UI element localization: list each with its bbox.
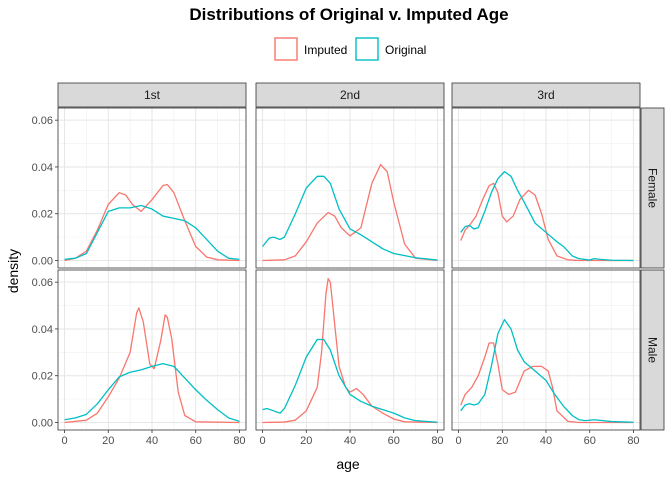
legend-label-imputed: Imputed [304,43,347,57]
strip-col-2nd: 2nd [255,82,445,108]
panel-3rd-male: 0 20 40 60 80 [451,269,641,447]
y-tick-label: 0.06 [32,115,53,127]
strip-col-label: 3rd [537,88,554,102]
x-tick-label: 80 [233,435,245,447]
strip-col-bg [57,82,247,108]
panel-border [57,107,247,269]
strip-row-bg [640,107,665,269]
y-axis-title: density [5,249,21,293]
density-line-original [262,175,438,261]
legend-item-imputed[interactable]: Imputed [274,37,347,61]
density-line-original [64,362,240,422]
strip-col-3rd: 3rd [451,82,641,108]
x-tick-label: 80 [627,435,639,447]
density-line-original [460,318,634,423]
y-tick-label: 0.00 [32,418,53,430]
y-tick-label: 0.04 [32,324,53,336]
y-tick-label: 0.06 [32,277,53,289]
chart-title: Distributions of Original v. Imputed Age [189,5,508,24]
x-tick-label: 60 [190,435,202,447]
strip-row-label: Male [646,337,660,363]
strip-col-bg [255,82,445,108]
y-tick-label: 0.04 [32,162,53,174]
density-line-imputed [64,307,240,424]
y-tick-label: 0.02 [32,371,53,383]
x-tick-label: 0 [259,435,265,447]
density-line-original [460,170,634,262]
x-tick-label: 20 [300,435,312,447]
x-tick-label: 0 [455,435,461,447]
x-tick-label: 40 [146,435,158,447]
x-tick-label: 80 [431,435,443,447]
strip-row-male: Male [640,269,665,431]
panel-border [255,107,445,269]
legend-key-imputed [274,37,298,61]
panel-1st-female: 0.00 0.02 0.04 0.06 [32,107,247,269]
panel-3rd-female [451,107,641,269]
legend-label-original: Original [385,43,426,57]
y-tick-label: 0.00 [32,256,53,268]
strip-row-label: Female [646,168,660,208]
density-line-imputed [460,342,634,424]
panel-2nd-female [255,107,445,269]
legend: Imputed Original [274,37,426,61]
density-line-imputed [262,278,438,424]
density-line-imputed [262,163,438,262]
strip-col-label: 2nd [340,88,360,102]
strip-row-bg [640,269,665,431]
x-tick-label: 60 [584,435,596,447]
density-line-original [64,204,240,260]
density-line-imputed [460,182,634,262]
x-tick-label: 0 [61,435,67,447]
strip-col-bg [451,82,641,108]
x-tick-label: 20 [102,435,114,447]
y-tick-label: 0.02 [32,209,53,221]
x-tick-label: 20 [496,435,508,447]
panel-2nd-male: 0 20 40 60 80 [255,269,445,447]
strip-col-label: 1st [144,88,161,102]
panels-grid: 1st 2nd 3rdFemaleMale0.000.020.040.060.000… [32,82,665,447]
x-tick-label: 40 [540,435,552,447]
x-tick-label: 40 [344,435,356,447]
strip-row-female: Female [640,107,665,269]
strip-col-1st: 1st [57,82,247,108]
x-axis-title: age [336,456,360,472]
panel-1st-male: 0.00 0.02 0.04 0.06 0 20 40 60 80 [32,269,247,447]
legend-key-original [355,37,379,61]
x-tick-label: 60 [388,435,400,447]
density-line-original [262,338,438,423]
legend-item-original[interactable]: Original [355,37,426,61]
panel-border [451,107,641,269]
density-line-imputed [64,183,240,262]
